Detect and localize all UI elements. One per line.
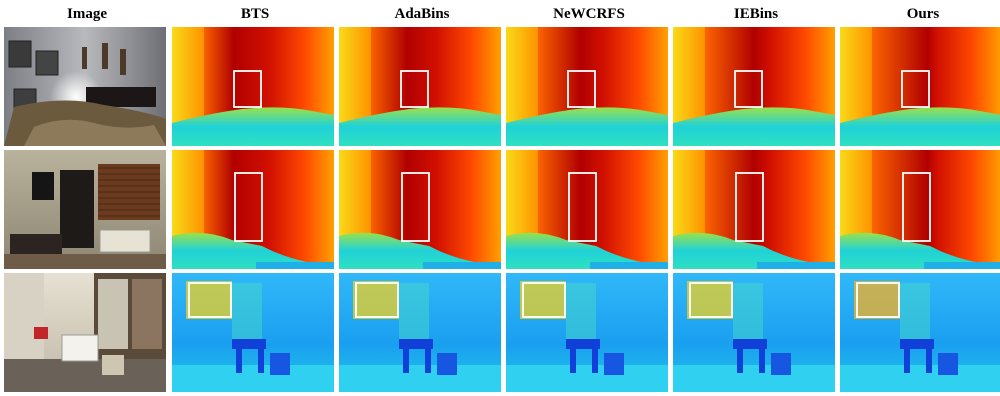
header-iebins: IEBins: [733, 6, 779, 22]
depth-map-r3-c4: [506, 273, 668, 392]
header-adabins: AdaBins: [394, 6, 450, 22]
depth-prediction: [673, 27, 835, 146]
depth-map-r1-c2: [172, 27, 334, 146]
input-image-r2-c1: [4, 150, 166, 269]
highlight-box: [188, 282, 232, 318]
highlight-box: [233, 70, 262, 108]
depth-map-r1-c5: [673, 27, 835, 146]
depth-prediction: [172, 27, 334, 146]
depth-prediction: [840, 150, 1000, 269]
depth-map-r3-c3: [339, 273, 501, 392]
rgb-photo: [4, 27, 166, 146]
depth-prediction: [673, 273, 835, 392]
depth-map-r3-c2: [172, 273, 334, 392]
depth-prediction: [339, 273, 501, 392]
highlight-box: [568, 172, 597, 242]
header-newcrfs: NeWCRFS: [553, 6, 625, 22]
highlight-box: [234, 172, 263, 242]
header-image: Image: [67, 6, 107, 22]
depth-prediction: [339, 27, 501, 146]
highlight-box: [734, 70, 763, 108]
highlight-box: [567, 70, 596, 108]
input-image-r3-c1: [4, 273, 166, 392]
highlight-box: [522, 282, 566, 318]
depth-map-r3-c6: [840, 273, 1000, 392]
depth-map-r2-c5: [673, 150, 835, 269]
depth-map-r2-c2: [172, 150, 334, 269]
depth-map-r3-c5: [673, 273, 835, 392]
header-bts: BTS: [240, 6, 270, 22]
depth-map-r2-c4: [506, 150, 668, 269]
rgb-photo: [4, 150, 166, 269]
depth-prediction: [506, 273, 668, 392]
depth-prediction: [172, 273, 334, 392]
highlight-box: [401, 172, 430, 242]
depth-prediction: [673, 150, 835, 269]
depth-prediction: [840, 27, 1000, 146]
depth-prediction: [506, 150, 668, 269]
highlight-box: [400, 70, 429, 108]
rgb-photo: [4, 273, 166, 392]
highlight-box: [355, 282, 399, 318]
highlight-box: [902, 172, 931, 242]
depth-prediction: [172, 150, 334, 269]
depth-prediction: [840, 273, 1000, 392]
highlight-box: [735, 172, 764, 242]
depth-map-r1-c4: [506, 27, 668, 146]
input-image-r1-c1: [4, 27, 166, 146]
highlight-box: [856, 282, 900, 318]
column-headers: Image BTS AdaBins NeWCRFS IEBins Ours: [0, 4, 1000, 24]
depth-map-r1-c3: [339, 27, 501, 146]
depth-map-r2-c6: [840, 150, 1000, 269]
highlight-box: [689, 282, 733, 318]
depth-prediction: [506, 27, 668, 146]
depth-prediction: [339, 150, 501, 269]
depth-map-r1-c6: [840, 27, 1000, 146]
header-ours: Ours: [906, 6, 940, 22]
highlight-box: [901, 70, 930, 108]
depth-map-r2-c3: [339, 150, 501, 269]
